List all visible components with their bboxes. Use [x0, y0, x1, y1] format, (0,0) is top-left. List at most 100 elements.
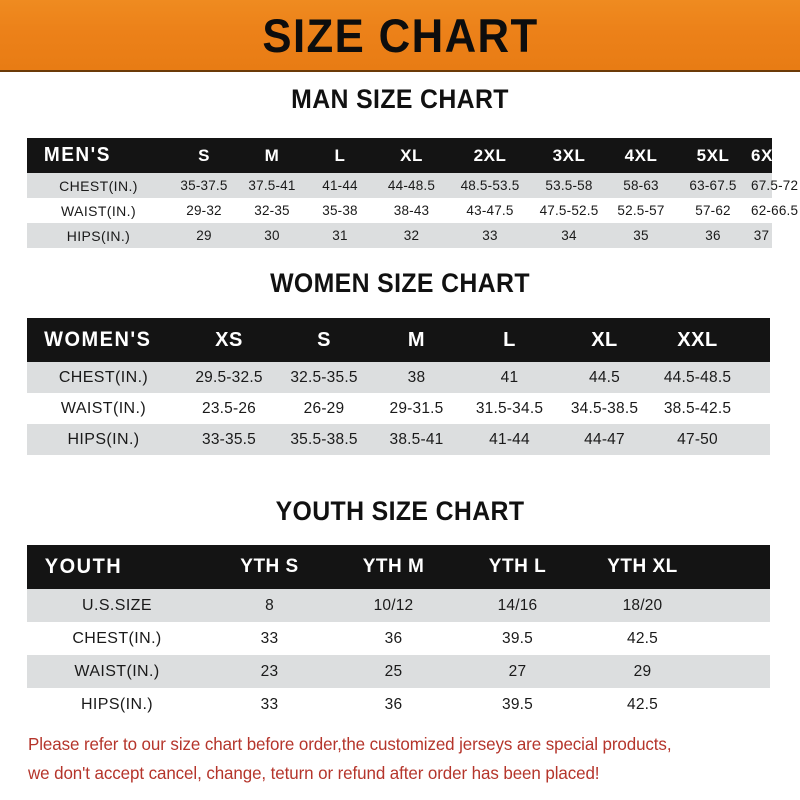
men-chest-3xl: 53.5-58 [531, 173, 607, 198]
men-chest-xl: 44-48.5 [374, 173, 449, 198]
women-chest-l: 41 [463, 362, 556, 393]
youth-ussize-yth-s: 8 [207, 589, 332, 622]
women-waist-xxl: 38.5-42.5 [653, 393, 770, 424]
women-waist-xl: 34.5-38.5 [556, 393, 653, 424]
youth-ussize-yth-xl: 18/20 [580, 589, 705, 622]
table-row: CHEST(IN.) 29.5-32.5 32.5-35.5 38 41 44.… [27, 362, 770, 393]
youth-hips-yth-l: 39.5 [455, 688, 580, 721]
men-row-chest-label: CHEST(IN.) [27, 173, 170, 198]
table-header-row: WOMEN'S XS S M L XL XXL [27, 318, 770, 362]
women-chest-s: 32.5-35.5 [278, 362, 370, 393]
youth-ussize-yth-l: 14/16 [455, 589, 580, 622]
youth-waist-yth-m: 25 [332, 655, 455, 688]
men-col-4xl: 4XL [607, 138, 675, 173]
men-chest-m: 37.5-41 [238, 173, 306, 198]
men-row-waist-label: WAIST(IN.) [27, 198, 170, 223]
men-col-xl: XL [374, 138, 449, 173]
men-hips-s: 29 [170, 223, 238, 248]
youth-hips-yth-xl: 42.5 [580, 688, 705, 721]
youth-cell-spacer [705, 622, 770, 655]
youth-chest-yth-xl: 42.5 [580, 622, 705, 655]
youth-size-table: YOUTH YTH S YTH M YTH L YTH XL U.S.SIZE … [27, 545, 770, 721]
men-col-5xl: 5XL [675, 138, 751, 173]
youth-col-yth-xl: YTH XL [580, 545, 705, 589]
men-chest-2xl: 48.5-53.5 [449, 173, 531, 198]
youth-row-ussize-label: U.S.SIZE [27, 589, 207, 622]
men-col-s: S [170, 138, 238, 173]
youth-col-yth-l: YTH L [455, 545, 580, 589]
footer-disclaimer: Please refer to our size chart before or… [28, 730, 754, 788]
youth-col-spacer [705, 545, 770, 589]
women-col-m: M [370, 318, 463, 362]
women-chest-xl: 44.5 [556, 362, 653, 393]
men-corner-label: MEN'S [30, 138, 167, 173]
women-col-l: L [463, 318, 556, 362]
table-row: WAIST(IN.) 23.5-26 26-29 29-31.5 31.5-34… [27, 393, 770, 424]
men-hips-5xl: 36 [675, 223, 751, 248]
men-waist-3xl: 47.5-52.5 [531, 198, 607, 223]
footer-line-1: Please refer to our size chart before or… [28, 734, 672, 754]
women-row-hips-label: HIPS(IN.) [27, 424, 180, 455]
youth-ussize-yth-m: 10/12 [332, 589, 455, 622]
page-banner: SIZE CHART [0, 0, 800, 72]
women-waist-s: 26-29 [278, 393, 370, 424]
men-waist-6xl: 62-66.5 [751, 198, 798, 223]
men-col-6xl: 6XL [751, 138, 783, 173]
table-row: HIPS(IN.) 33 36 39.5 42.5 [27, 688, 770, 721]
women-chest-xxl: 44.5-48.5 [653, 362, 770, 393]
men-hips-3xl: 34 [531, 223, 607, 248]
women-chest-xs: 29.5-32.5 [180, 362, 278, 393]
youth-chest-yth-s: 33 [207, 622, 332, 655]
men-chest-6xl: 67.5-72 [751, 173, 798, 198]
men-col-m: M [238, 138, 306, 173]
youth-hips-yth-s: 33 [207, 688, 332, 721]
youth-cell-spacer [705, 589, 770, 622]
women-corner-label: WOMEN'S [30, 318, 177, 362]
men-hips-l: 31 [306, 223, 374, 248]
men-chest-l: 41-44 [306, 173, 374, 198]
youth-row-hips-label: HIPS(IN.) [27, 688, 207, 721]
table-row: WAIST(IN.) 29-32 32-35 35-38 38-43 43-47… [27, 198, 798, 223]
youth-row-waist-label: WAIST(IN.) [27, 655, 207, 688]
women-hips-xl: 44-47 [556, 424, 653, 455]
men-chest-s: 35-37.5 [170, 173, 238, 198]
table-header-row: YOUTH YTH S YTH M YTH L YTH XL [27, 545, 770, 589]
men-waist-2xl: 43-47.5 [449, 198, 531, 223]
women-hips-s: 35.5-38.5 [278, 424, 370, 455]
youth-cell-spacer [705, 655, 770, 688]
men-hips-m: 30 [238, 223, 306, 248]
women-col-s: S [278, 318, 370, 362]
section-title-youth: YOUTH SIZE CHART [275, 496, 525, 526]
men-hips-2xl: 33 [449, 223, 531, 248]
youth-hips-yth-m: 36 [332, 688, 455, 721]
men-size-table: MEN'S S M L XL 2XL 3XL 4XL 5XL 6XL CHEST… [27, 138, 798, 248]
men-col-l: L [306, 138, 374, 173]
men-hips-6xl: 37 [751, 223, 772, 248]
women-hips-m: 38.5-41 [370, 424, 463, 455]
men-hips-xl: 32 [374, 223, 449, 248]
page-title: SIZE CHART [261, 8, 539, 62]
table-header-row: MEN'S S M L XL 2XL 3XL 4XL 5XL 6XL [27, 138, 783, 173]
women-waist-l: 31.5-34.5 [463, 393, 556, 424]
footer-line-2: we don't accept cancel, change, teturn o… [28, 763, 600, 783]
men-chest-4xl: 58-63 [607, 173, 675, 198]
men-waist-m: 32-35 [238, 198, 306, 223]
women-col-xxl: XXL [653, 318, 770, 362]
women-row-waist-label: WAIST(IN.) [27, 393, 180, 424]
men-hips-4xl: 35 [607, 223, 675, 248]
table-row: HIPS(IN.) 29 30 31 32 33 34 35 36 37 [27, 223, 772, 248]
table-row: HIPS(IN.) 33-35.5 35.5-38.5 38.5-41 41-4… [27, 424, 770, 455]
youth-col-yth-m: YTH M [332, 545, 455, 589]
men-col-2xl: 2XL [449, 138, 531, 173]
youth-col-yth-s: YTH S [207, 545, 332, 589]
youth-waist-yth-l: 27 [455, 655, 580, 688]
men-col-3xl: 3XL [531, 138, 607, 173]
women-waist-xs: 23.5-26 [180, 393, 278, 424]
men-waist-5xl: 57-62 [675, 198, 751, 223]
women-col-xs: XS [180, 318, 278, 362]
women-hips-l: 41-44 [463, 424, 556, 455]
men-waist-xl: 38-43 [374, 198, 449, 223]
men-row-hips-label: HIPS(IN.) [27, 223, 170, 248]
women-col-xl: XL [556, 318, 653, 362]
